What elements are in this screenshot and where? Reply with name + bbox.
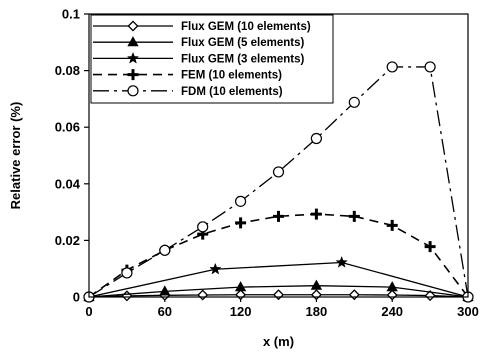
legend-label: Flux GEM (5 elements) [181, 37, 305, 49]
data-point [235, 217, 247, 229]
legend-label: FDM (10 elements) [181, 86, 283, 98]
data-point [335, 255, 348, 268]
data-point [272, 289, 285, 301]
y-tick-label: 0.06 [55, 120, 80, 135]
series-line [88, 261, 469, 298]
plot-frame [88, 13, 469, 298]
data-point [348, 96, 360, 108]
series-5 [83, 61, 474, 303]
data-point [348, 210, 360, 222]
legend-marker [126, 51, 140, 64]
x-tick-label: 240 [381, 304, 403, 319]
data-point [209, 262, 222, 275]
x-tick-label: 300 [457, 304, 479, 319]
data-point [386, 281, 398, 292]
legend-marker [127, 85, 139, 97]
data-point [197, 289, 209, 301]
data-point [348, 289, 360, 301]
data-point [235, 289, 247, 301]
data-point [310, 132, 322, 145]
legend-marker [127, 20, 139, 32]
data-point [159, 244, 171, 256]
data-point [386, 61, 398, 73]
data-point [121, 290, 133, 302]
legend-marker [127, 69, 139, 81]
legend-label: FEM (10 elements) [181, 70, 282, 82]
y-tick-label: 0.04 [55, 176, 81, 191]
data-point [424, 290, 436, 302]
data-point [424, 241, 436, 253]
data-point [235, 195, 247, 207]
data-point [310, 279, 323, 290]
series-line [88, 213, 469, 298]
x-axis-label: x (m) [263, 334, 294, 349]
data-point [159, 285, 171, 296]
data-point [234, 281, 247, 292]
data-point [273, 210, 284, 222]
data-point [386, 219, 398, 231]
legend: Flux GEM (10 elements) Flux GEM (5 elemen… [90, 14, 334, 104]
data-point [310, 289, 322, 301]
series-4 [83, 208, 474, 303]
y-tick-label: 0.1 [62, 7, 80, 22]
y-tick-label: 0.02 [55, 233, 80, 248]
legend-label: Flux GEM (3 elements) [181, 53, 305, 65]
data-point [424, 61, 436, 73]
series-line [88, 285, 469, 298]
data-point [272, 166, 285, 178]
data-point [310, 208, 322, 220]
y-axis-label: Relative error (%) [8, 102, 23, 210]
data-point [386, 289, 398, 301]
x-tick-label: 180 [306, 304, 328, 319]
legend-label: Flux GEM (10 elements) [181, 21, 311, 33]
x-tick-label: 120 [230, 304, 252, 319]
series-1 [83, 289, 474, 303]
data-point [121, 267, 133, 279]
data-point [197, 221, 209, 233]
x-tick-label: 0 [85, 304, 92, 319]
legend-marker [127, 36, 139, 47]
y-tick-label: 0.08 [55, 63, 80, 78]
x-tick-label: 60 [158, 304, 172, 319]
y-tick-label: 0 [73, 290, 80, 305]
